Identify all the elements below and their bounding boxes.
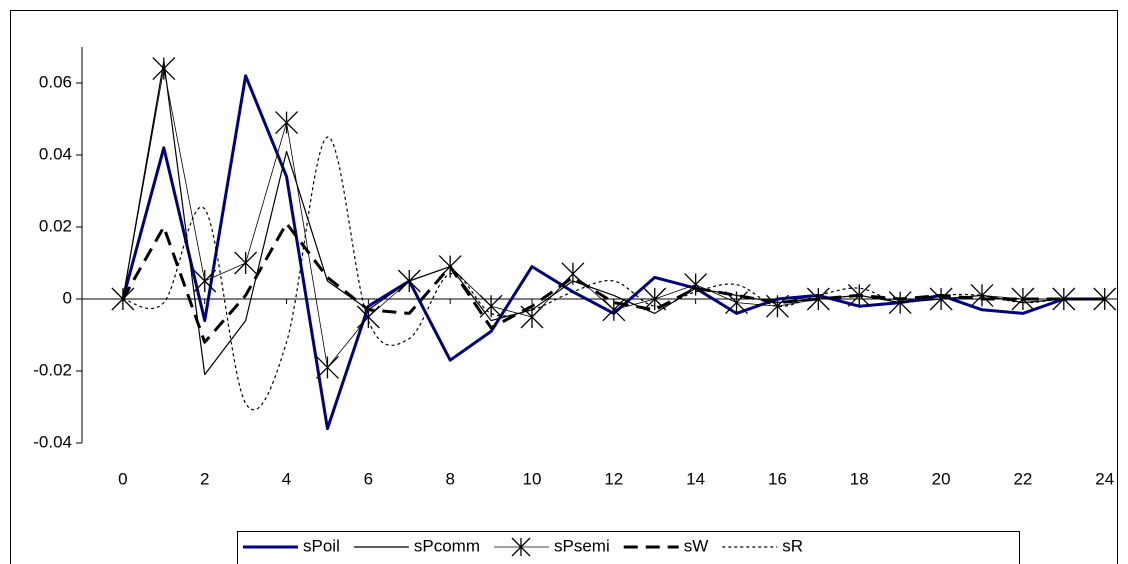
- marker: [397, 269, 421, 293]
- marker: [152, 57, 176, 81]
- y-tick-label: 0.06: [39, 72, 72, 91]
- legend-marker: [511, 537, 531, 557]
- legend-label: sPoil: [303, 536, 340, 555]
- x-tick-label: 6: [364, 469, 373, 488]
- x-tick-label: 16: [768, 469, 787, 488]
- marker: [1011, 287, 1035, 311]
- x-tick-label: 18: [850, 469, 869, 488]
- marker: [929, 287, 953, 311]
- marker: [479, 294, 503, 318]
- legend-label: sPcomm: [414, 536, 480, 555]
- marker: [765, 294, 789, 318]
- marker: [275, 111, 299, 135]
- marker: [1093, 287, 1117, 311]
- x-tick-label: 4: [282, 469, 291, 488]
- y-tick-label: 0.02: [39, 216, 72, 235]
- series-line: [122, 60, 1105, 376]
- marker: [193, 269, 217, 293]
- x-tick-label: 8: [445, 469, 454, 488]
- series-line: [122, 136, 1105, 411]
- marker: [970, 283, 994, 307]
- x-tick-label: 22: [1013, 469, 1032, 488]
- x-tick-label: 0: [118, 469, 127, 488]
- marker: [1052, 287, 1076, 311]
- chart-border: [10, 10, 1118, 564]
- legend-label: sR: [782, 536, 803, 555]
- y-tick-label: -0.02: [33, 360, 72, 379]
- x-tick-label: 10: [523, 469, 542, 488]
- y-tick-label: -0.04: [33, 432, 72, 451]
- x-tick-label: 14: [686, 469, 705, 488]
- legend: sPoil sPcomm sPsemi sW sR: [237, 531, 1020, 564]
- marker: [234, 251, 258, 275]
- series-line: [121, 221, 1105, 344]
- x-tick-label: 24: [1095, 469, 1114, 488]
- x-tick-label: 20: [932, 469, 951, 488]
- y-tick-label: 0: [63, 288, 72, 307]
- marker: [111, 287, 135, 311]
- series-markers: [111, 57, 1117, 379]
- x-tick-label: 2: [200, 469, 209, 488]
- legend-label: sPsemi: [554, 536, 610, 555]
- legend-label: sW: [684, 536, 709, 555]
- marker: [315, 355, 339, 379]
- marker: [888, 291, 912, 315]
- y-tick-label: 0.04: [39, 144, 72, 163]
- x-tick-label: 12: [604, 469, 623, 488]
